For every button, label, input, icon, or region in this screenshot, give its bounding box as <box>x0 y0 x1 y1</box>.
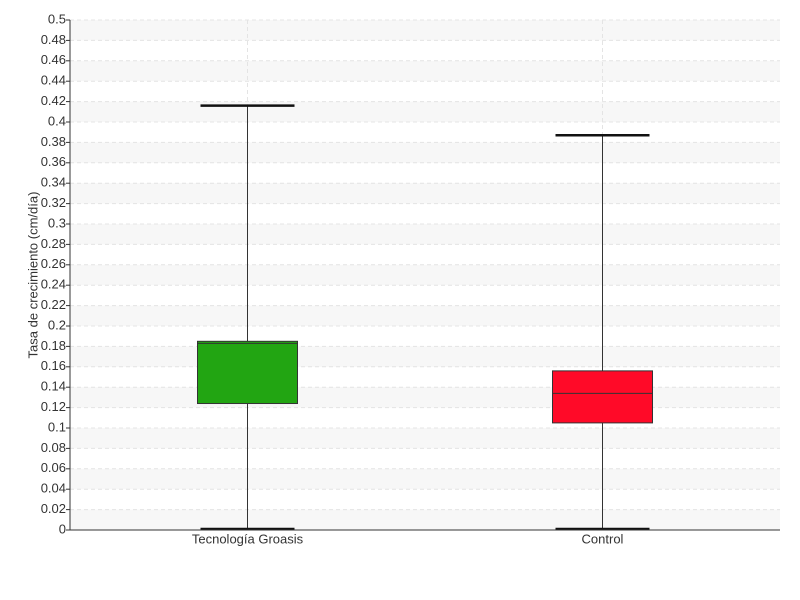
grid-band <box>70 346 780 367</box>
y-tick-label: 0.28 <box>41 236 66 251</box>
y-tick-label: 0.16 <box>41 358 66 373</box>
grid-band <box>70 428 780 449</box>
x-tick-label: Tecnología Groasis <box>192 531 304 546</box>
box <box>197 340 298 405</box>
y-tick-label: 0.38 <box>41 134 66 149</box>
y-tick-label: 0 <box>59 521 66 536</box>
y-axis-label: Tasa de crecimiento (cm/día) <box>25 192 40 359</box>
y-tick-label: 0.34 <box>41 175 66 190</box>
y-tick-label: 0.48 <box>41 32 66 47</box>
y-tick-label: 0.18 <box>41 338 66 353</box>
y-tick-label: 0.14 <box>41 379 66 394</box>
box <box>552 370 653 424</box>
y-tick-label: 0.46 <box>41 52 66 67</box>
grid-band <box>70 60 780 82</box>
grid-band <box>70 509 780 530</box>
grid-band <box>70 224 780 245</box>
y-tick-label: 0.22 <box>41 297 66 312</box>
y-tick-label: 0.2 <box>48 317 66 332</box>
grid-band <box>70 305 780 326</box>
y-tick-label: 0.44 <box>41 73 66 88</box>
x-tick-label: Control <box>582 531 624 546</box>
y-tick-label: 0.32 <box>41 195 66 210</box>
y-tick-label: 0.08 <box>41 440 66 455</box>
grid-band <box>70 142 780 163</box>
y-tick-label: 0.24 <box>41 277 66 292</box>
y-tick-label: 0.04 <box>41 481 66 496</box>
y-tick-label: 0.4 <box>48 113 66 128</box>
y-tick-label: 0.36 <box>41 154 66 169</box>
y-tick-label: 0.12 <box>41 399 66 414</box>
grid-band <box>70 468 780 490</box>
y-tick-label: 0.02 <box>41 501 66 516</box>
grid-band <box>70 387 780 408</box>
y-tick-label: 0.5 <box>48 11 66 26</box>
grid-band <box>70 20 780 41</box>
grid-band <box>70 101 780 122</box>
grid-band <box>70 264 780 286</box>
y-tick-label: 0.42 <box>41 93 66 108</box>
y-tick-label: 0.3 <box>48 215 66 230</box>
y-tick-label: 0.06 <box>41 460 66 475</box>
y-tick-label: 0.1 <box>48 419 66 434</box>
grid-band <box>70 183 780 204</box>
y-tick-label: 0.26 <box>41 256 66 271</box>
